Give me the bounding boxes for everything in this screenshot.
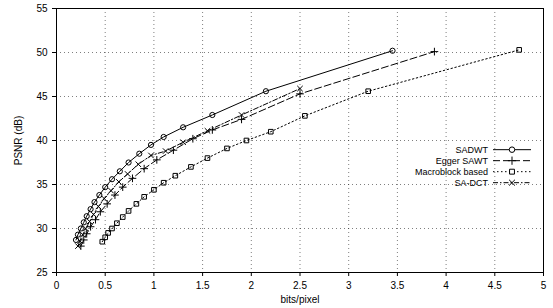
svg-text:PSNR (dB): PSNR (dB) [13, 116, 24, 165]
svg-text:Egger SAWT: Egger SAWT [436, 156, 489, 166]
svg-text:30: 30 [36, 223, 48, 234]
svg-text:25: 25 [36, 267, 48, 278]
svg-text:bits/pixel: bits/pixel [281, 294, 320, 305]
svg-text:50: 50 [36, 47, 48, 58]
svg-text:3: 3 [346, 280, 352, 291]
svg-text:4: 4 [443, 280, 449, 291]
svg-text:55: 55 [36, 3, 48, 14]
svg-text:1.5: 1.5 [196, 280, 210, 291]
svg-text:0: 0 [54, 280, 60, 291]
svg-text:3.5: 3.5 [390, 280, 404, 291]
svg-text:2.5: 2.5 [293, 280, 307, 291]
svg-text:2: 2 [249, 280, 255, 291]
svg-text:45: 45 [36, 91, 48, 102]
svg-text:1: 1 [151, 280, 157, 291]
svg-text:Macroblock based: Macroblock based [415, 167, 488, 177]
svg-text:40: 40 [36, 135, 48, 146]
svg-text:SA-DCT: SA-DCT [455, 178, 489, 188]
svg-text:SADWT: SADWT [456, 145, 489, 155]
svg-text:5: 5 [541, 280, 547, 291]
svg-text:0.5: 0.5 [98, 280, 112, 291]
svg-text:35: 35 [36, 179, 48, 190]
svg-text:4.5: 4.5 [488, 280, 502, 291]
